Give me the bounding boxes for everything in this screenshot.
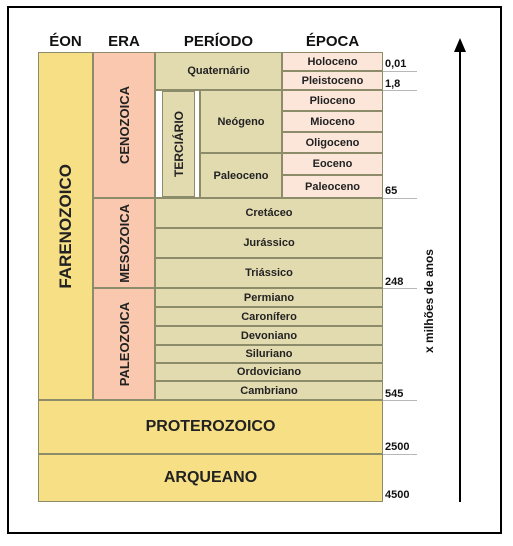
period-permiano: Permiano [155, 288, 383, 307]
header-era: ERA [108, 33, 140, 50]
age-65: 65 [385, 185, 398, 197]
period-terciario-inner: TERCIÁRIO [162, 91, 195, 197]
epoch-plioceno: Plioceno [282, 90, 383, 111]
epoch-pleistoceno: Pleistoceno [282, 71, 383, 90]
era-mesozoica: MESOZOICA [93, 198, 155, 288]
eon-farenozoico: FARENOZOICO [38, 52, 93, 400]
header-periodo: PERÍODO [183, 33, 254, 50]
header-epoca: ÉPOCA [305, 33, 360, 50]
period-ordoviciano: Ordoviciano [155, 363, 383, 381]
axis-label-text: x milhões de anos [422, 248, 436, 354]
era-paleozoica-label: PALEOZOICA [116, 301, 132, 387]
period-quaternario: Quaternário [155, 52, 282, 90]
epoch-mioceno: Mioceno [282, 111, 383, 132]
era-cenozoica-label: CENOZOICA [116, 86, 132, 164]
tick-line-65 [383, 198, 417, 199]
eon-farenozoico-label: FARENOZOICO [55, 163, 75, 289]
header-eon: ÉON [49, 33, 82, 50]
period-jurassico: Jurássico [155, 228, 383, 258]
epoch-oligoceno: Oligoceno [282, 132, 383, 153]
axis-label: x milhões de anos [419, 236, 439, 366]
tick-line-545 [383, 400, 417, 401]
period-triassico: Triássico [155, 258, 383, 288]
period-siluriano: Siluriano [155, 345, 383, 363]
period-cretaceo: Cretáceo [155, 198, 383, 228]
tick-line-2500 [383, 454, 417, 455]
epoch-eoceno: Eoceno [282, 153, 383, 175]
period-terciario: TERCIÁRIO [155, 90, 200, 198]
era-cenozoica: CENOZOICA [93, 52, 155, 198]
period-neogeno: Neógeno [200, 90, 282, 153]
age-248: 248 [385, 276, 404, 288]
era-paleozoica: PALEOZOICA [93, 288, 155, 400]
period-devoniano: Devoniano [155, 326, 383, 345]
epoch-holoceno: Holoceno [282, 52, 383, 71]
age-4500: 4500 [385, 489, 410, 501]
era-mesozoica-label: MESOZOICA [116, 203, 132, 283]
age-18: 1,8 [385, 78, 401, 90]
period-caronifero: Caronífero [155, 307, 383, 326]
period-terciario-label: TERCIÁRIO [171, 111, 186, 177]
period-paleoceno: Paleoceno [200, 153, 282, 198]
age-001: 0,01 [385, 58, 407, 70]
tick-line-001 [383, 71, 417, 72]
eon-arqueano: ARQUEANO [38, 454, 383, 502]
tick-line-248 [383, 288, 417, 289]
period-cambriano: Cambriano [155, 381, 383, 400]
eon-proterozoico: PROTEROZOICO [38, 400, 383, 454]
age-545: 545 [385, 388, 404, 400]
epoch-paleoceno: Paleoceno [282, 175, 383, 198]
tick-line-18 [383, 90, 417, 91]
age-2500: 2500 [385, 441, 410, 453]
time-arrow-icon [454, 38, 466, 502]
